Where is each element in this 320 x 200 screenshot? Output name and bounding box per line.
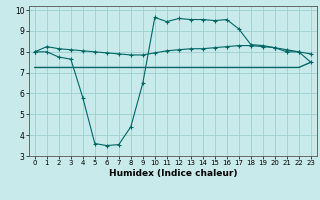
X-axis label: Humidex (Indice chaleur): Humidex (Indice chaleur): [108, 169, 237, 178]
